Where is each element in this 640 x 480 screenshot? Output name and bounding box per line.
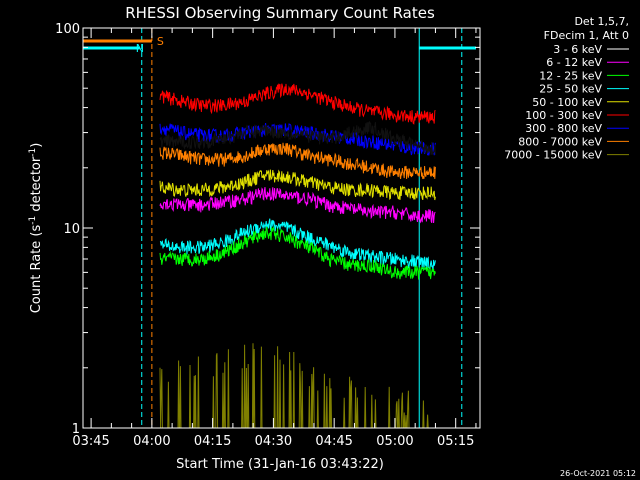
y-axis: 1 10 100 [55, 22, 480, 437]
flag-label-N: N [136, 42, 144, 55]
series-line [159, 121, 436, 155]
legend-label: 100 - 300 keV [525, 109, 602, 122]
x-axis-label: Start Time (31-Jan-16 03:43:22) [176, 457, 384, 472]
y-tick-label: 1 [72, 422, 80, 437]
legend-label: 6 - 12 keV [546, 56, 602, 69]
x-tick-label: 05:00 [376, 434, 413, 449]
x-axis: 03:45 04:00 04:15 04:30 04:45 05:00 05:15 [72, 28, 477, 449]
event-markers [141, 28, 463, 428]
x-tick-label: 04:45 [315, 434, 352, 449]
legend-label: 800 - 7000 keV [518, 135, 602, 148]
series-line [159, 142, 436, 180]
x-tick-label: 04:00 [133, 434, 170, 449]
y-label-part-4: ) [29, 143, 44, 148]
y-tick-label: 100 [55, 22, 80, 37]
y-label-part-3: -1 [28, 148, 38, 157]
chart-title: RHESSI Observing Summary Count Rates [125, 4, 435, 22]
legend-label: 7000 - 15000 keV [504, 149, 602, 162]
x-tick-label: 05:15 [437, 434, 474, 449]
flag-label-S: S [157, 35, 164, 48]
legend-label: 300 - 800 keV [525, 122, 602, 135]
series-line [159, 225, 436, 280]
y-label-part-1: -1 [28, 216, 38, 225]
legend-label: 3 - 6 keV [553, 43, 602, 56]
legend-header-0: Det 1,5,7, [574, 15, 629, 28]
series-line [159, 123, 436, 156]
series-line [159, 169, 436, 201]
y-tick-label: 10 [63, 222, 80, 237]
series-line [159, 83, 436, 125]
legend-label: 12 - 25 keV [539, 69, 602, 82]
timestamp: 26-Oct-2021 05:12 [560, 469, 636, 478]
flag-bars: SN [83, 35, 476, 55]
y-axis-label: Count Rate (s-1 detector-1) [28, 143, 44, 314]
x-tick-label: 03:45 [72, 434, 109, 449]
legend-label: 50 - 100 keV [532, 96, 602, 109]
y-label-part-2: detector [29, 156, 44, 216]
y-label-part-0: Count Rate (s [29, 225, 44, 314]
x-tick-label: 04:30 [255, 434, 292, 449]
x-tick-label: 04:15 [194, 434, 231, 449]
series-line [159, 187, 436, 224]
legend-label: 25 - 50 keV [539, 83, 602, 96]
series-line [159, 218, 436, 271]
legend-header-1: FDecim 1, Att 0 [544, 29, 629, 42]
